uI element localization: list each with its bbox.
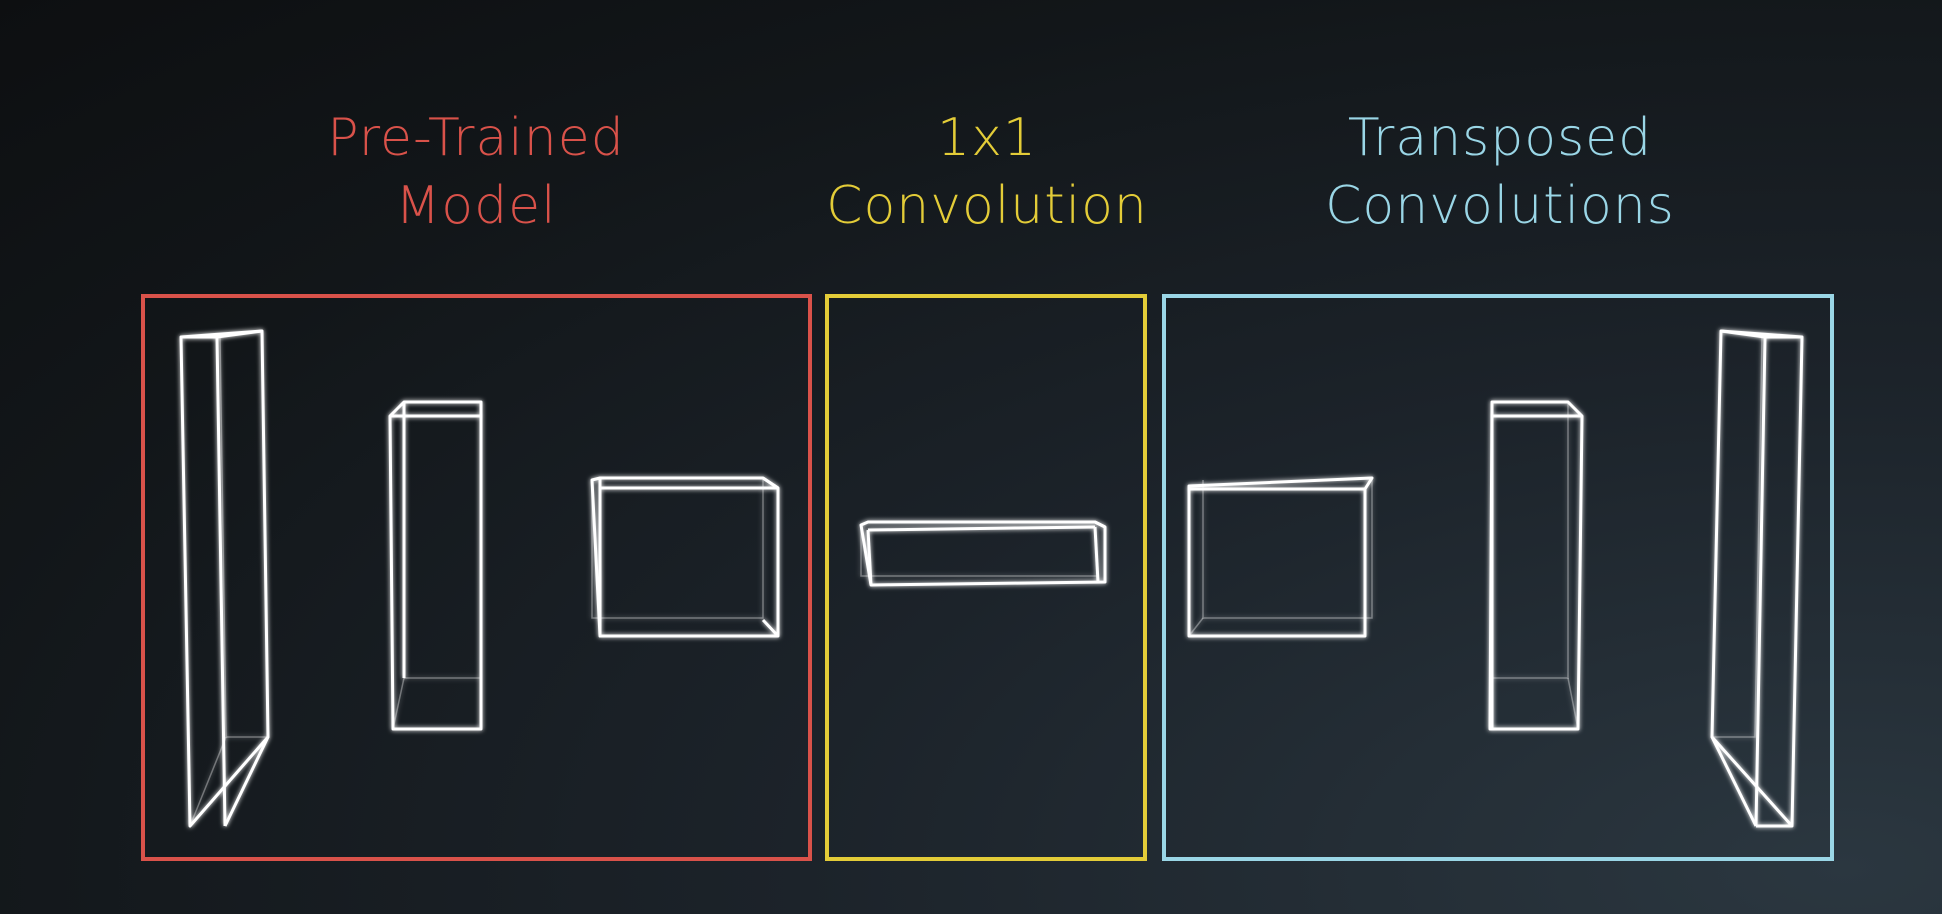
decoder-block-1	[1187, 476, 1374, 638]
encoder-block-3	[590, 476, 780, 638]
decoder-block-3	[1710, 329, 1804, 828]
1x1-convolution-title: 1x1 Convolution	[812, 104, 1162, 240]
transposed-title-line1: Transposed	[1347, 108, 1653, 168]
pretrained-model-title: Pre-Trained Model	[294, 104, 658, 240]
1x1-title-line2: Convolution	[826, 176, 1148, 236]
decoder-block-2	[1488, 400, 1584, 731]
pretrained-title-line1: Pre-Trained	[327, 108, 625, 168]
1x1-convolution-block	[859, 520, 1107, 587]
transposed-convolutions-box	[1162, 294, 1834, 861]
1x1-title-line1: 1x1	[937, 108, 1037, 168]
transposed-convolutions-title: Transposed Convolutions	[1280, 104, 1720, 240]
pretrained-title-line2: Model	[395, 176, 557, 236]
transposed-title-line2: Convolutions	[1325, 176, 1675, 236]
pretrained-model-box	[141, 294, 812, 861]
encoder-block-2	[388, 400, 483, 731]
encoder-block-1	[179, 329, 270, 828]
1x1-convolution-box	[825, 294, 1147, 861]
